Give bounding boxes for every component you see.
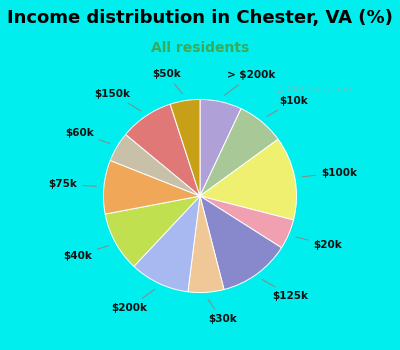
Wedge shape	[110, 134, 200, 196]
Text: $75k: $75k	[48, 179, 96, 189]
Wedge shape	[105, 196, 200, 266]
Text: △ City-Data.com: △ City-Data.com	[277, 85, 351, 94]
Wedge shape	[200, 99, 241, 196]
Text: All residents: All residents	[151, 41, 249, 55]
Text: > $200k: > $200k	[224, 70, 275, 96]
Wedge shape	[200, 139, 296, 220]
Wedge shape	[126, 104, 200, 196]
Wedge shape	[200, 196, 294, 248]
Wedge shape	[200, 108, 278, 196]
Wedge shape	[134, 196, 200, 292]
Text: $60k: $60k	[65, 128, 110, 144]
Text: $200k: $200k	[111, 289, 154, 313]
Text: $20k: $20k	[296, 237, 342, 250]
Wedge shape	[170, 99, 200, 196]
Text: $50k: $50k	[152, 69, 182, 94]
Wedge shape	[104, 160, 200, 214]
Wedge shape	[188, 196, 224, 293]
Text: $150k: $150k	[94, 89, 141, 111]
Text: $125k: $125k	[262, 279, 309, 301]
Text: $40k: $40k	[63, 246, 108, 260]
Wedge shape	[200, 196, 282, 289]
Text: $30k: $30k	[208, 300, 236, 324]
Text: $100k: $100k	[302, 168, 357, 178]
Text: $10k: $10k	[267, 96, 308, 117]
Text: Income distribution in Chester, VA (%): Income distribution in Chester, VA (%)	[7, 9, 393, 27]
